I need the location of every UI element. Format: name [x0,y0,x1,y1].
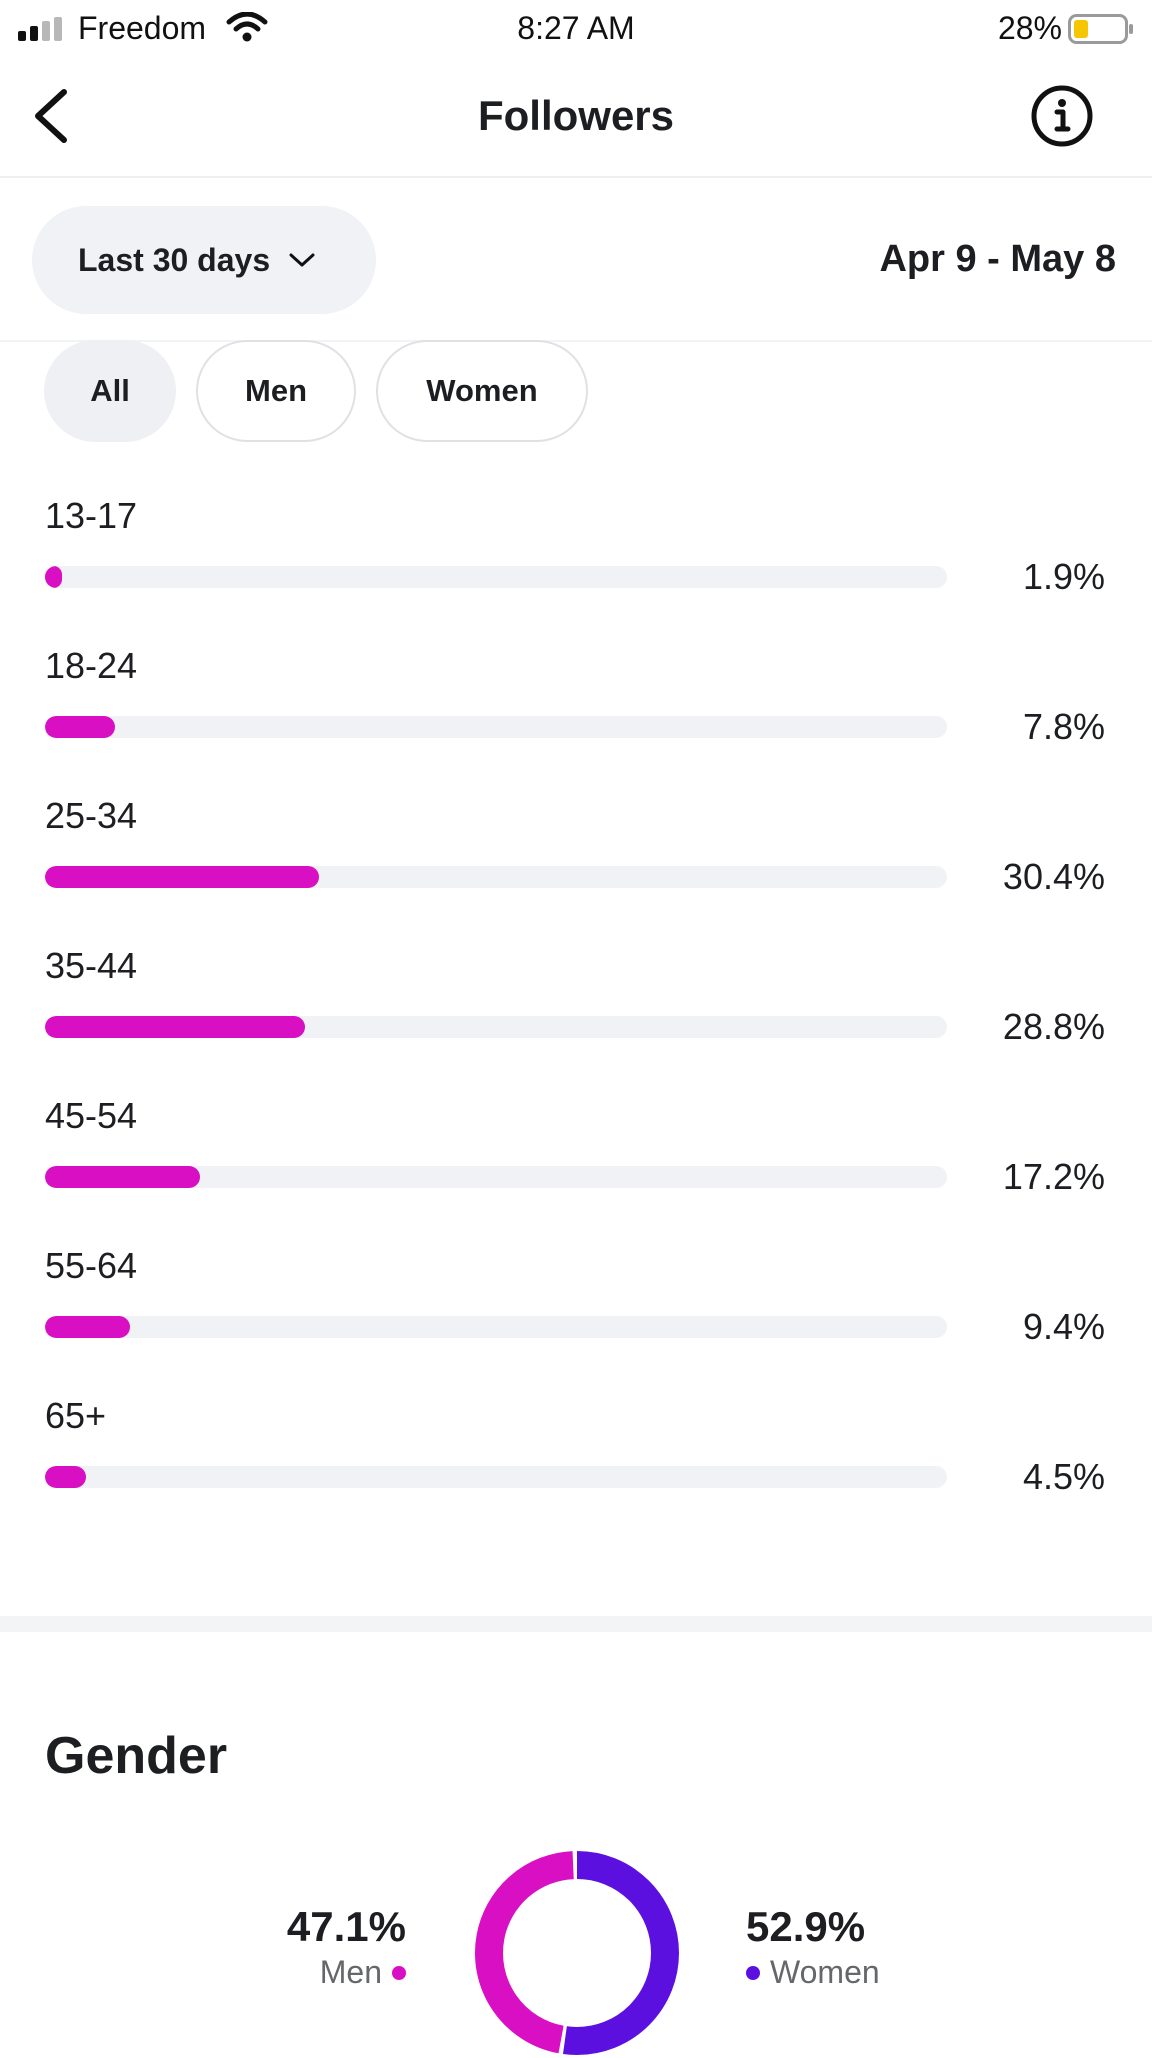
gender-section-title: Gender [45,1727,228,1785]
wifi-icon [226,12,268,42]
age-bar-fill [45,1316,130,1338]
age-bar-fill [45,1166,201,1188]
segment-men[interactable]: Men [196,340,356,442]
segment-women[interactable]: Women [376,340,588,442]
age-label: 13-17 [45,495,138,536]
women-legend-dot [746,1965,760,1980]
age-bar-fill [45,1016,305,1038]
gender-donut-chart [475,1851,679,2055]
age-bar-fill [45,716,116,738]
age-row: 18-24 7.8% [0,640,1152,790]
age-label: 45-54 [45,1095,138,1136]
age-percent: 17.2% [1002,1156,1105,1197]
men-legend-dot [392,1965,406,1980]
age-bar-fill [45,1466,86,1488]
age-bar-track [45,1316,947,1338]
date-range-dropdown-label: Last 30 days [78,241,271,278]
age-bar-track [45,1166,947,1188]
age-row: 45-54 17.2% [0,1090,1152,1240]
battery-percent: 28% [997,10,1062,46]
status-time: 8:27 AM [517,10,635,46]
age-percent: 9.4% [1022,1306,1105,1347]
segment-all[interactable]: All [44,340,176,442]
age-row: 55-64 9.4% [0,1240,1152,1390]
age-label: 18-24 [45,645,138,686]
donut-segment-women [475,1851,679,2055]
battery-icon [1068,14,1133,44]
date-range-text: Apr 9 - May 8 [879,238,1116,280]
age-row: 35-44 28.8% [0,940,1152,1090]
age-label: 55-64 [45,1245,138,1286]
gender-men-stat: 47.1% Men [287,1904,406,1991]
age-row: 65+ 4.5% [0,1390,1152,1540]
age-label: 35-44 [45,945,138,986]
women-label: Women [770,1954,880,1990]
age-percent: 30.4% [1002,856,1105,897]
chevron-down-icon [289,253,315,267]
signal-icon [18,17,62,41]
nav-bar: Followers [0,56,1152,178]
age-row: 25-34 30.4% [0,790,1152,940]
age-bar-track [45,1016,947,1038]
status-bar: Freedom 8:27 AM 28% [0,0,1152,56]
age-bar-track [45,716,947,738]
carrier-name: Freedom [78,10,207,46]
age-bar-track [45,866,947,888]
age-percent: 1.9% [1022,556,1105,597]
gender-women-stat: 52.9% Women [746,1904,880,1991]
back-chevron-icon[interactable] [28,86,76,146]
men-percent: 47.1% [286,1903,406,1950]
gender-filter-segments: All Men Women [44,340,608,444]
age-percent: 7.8% [1022,706,1105,747]
info-icon[interactable] [1030,84,1094,148]
women-percent: 52.9% [746,1903,866,1950]
filter-row: Last 30 days Apr 9 - May 8 [0,178,1152,342]
age-bar-fill [45,866,320,888]
age-bar-track [45,566,947,588]
age-bar-fill [45,566,63,588]
page-title: Followers [477,92,675,139]
men-label: Men [319,1954,382,1990]
age-percent: 28.8% [1002,1006,1105,1047]
age-row: 13-17 1.9% [0,490,1152,640]
age-label: 25-34 [45,795,138,836]
section-divider [0,1616,1152,1632]
age-range-list: 13-17 1.9% 18-24 7.8% 25-34 30.4% 35-44 … [0,490,1152,1540]
date-range-dropdown[interactable]: Last 30 days [32,206,376,314]
age-label: 65+ [45,1395,107,1436]
age-bar-track [45,1466,947,1488]
age-percent: 4.5% [1022,1456,1105,1497]
